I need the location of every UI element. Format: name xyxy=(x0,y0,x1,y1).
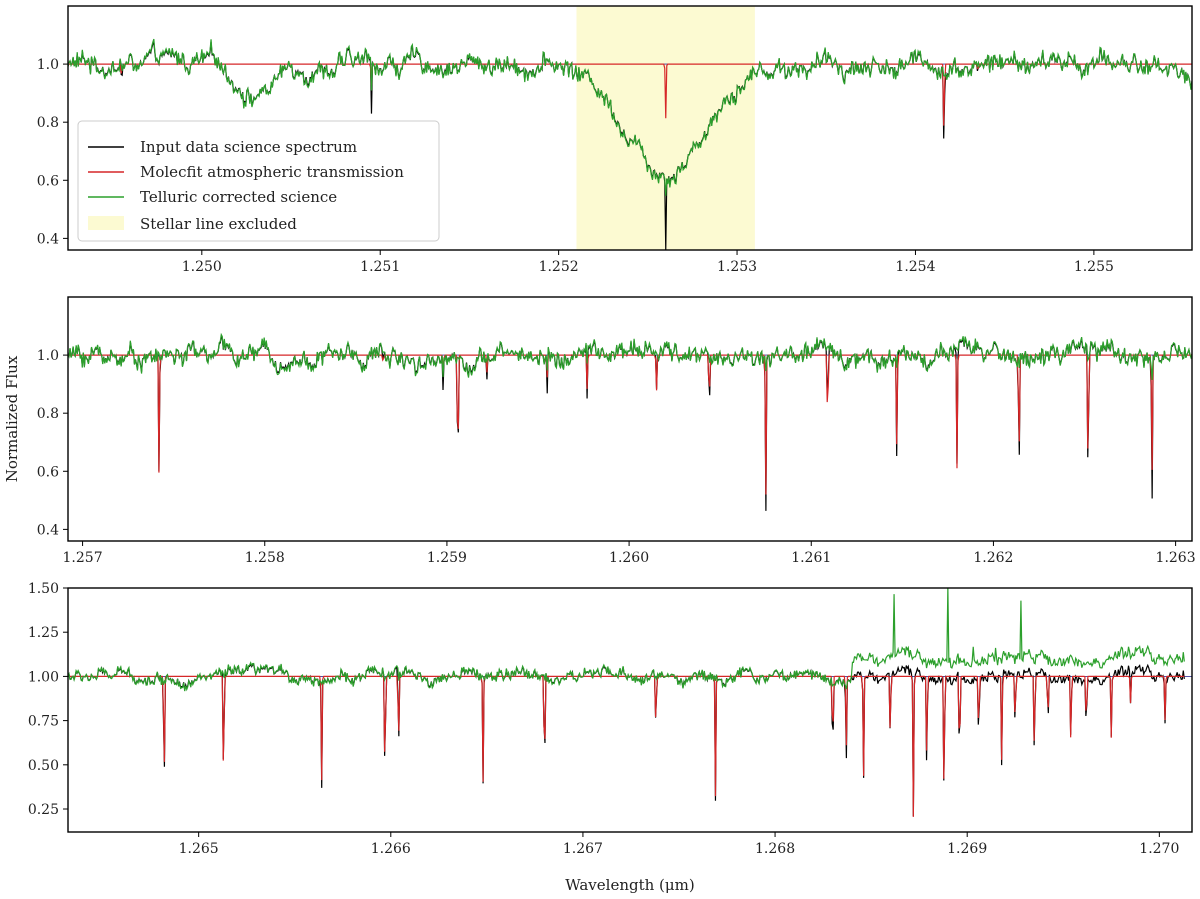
panel-1-ticks: 1.250 1.251 1.252 1.253 1.254 1.255 0.4 0.6 0.8 1… xyxy=(37,57,1114,275)
y-tick-label: 1.0 xyxy=(37,348,59,364)
y-tick-label: 0.6 xyxy=(37,173,59,189)
legend-swatch-excluded xyxy=(88,216,124,230)
y-tick-label: 0.25 xyxy=(28,802,59,818)
x-tick-label: 1.253 xyxy=(717,259,757,275)
x-tick-label: 1.257 xyxy=(63,550,103,566)
x-tick-label: 1.267 xyxy=(563,841,603,857)
panel-1: 1.250 1.251 1.252 1.253 1.254 1.255 0.4 0.6 0.8 1… xyxy=(37,5,1193,275)
corrected-spectrum-line xyxy=(68,38,1192,196)
x-tick-label: 1.250 xyxy=(182,259,222,275)
panel-2-frame xyxy=(67,296,1193,542)
x-tick-label: 1.258 xyxy=(245,550,285,566)
x-tick-label: 1.261 xyxy=(791,550,831,566)
transmission-model-line xyxy=(68,675,1185,817)
x-tick-label: 1.266 xyxy=(371,841,411,857)
corrected-spectrum-line xyxy=(68,332,1192,381)
x-tick-label: 1.268 xyxy=(755,841,795,857)
legend-label-model: Molecfit atmospheric transmission xyxy=(140,163,404,181)
y-tick-label: 1.25 xyxy=(28,625,59,641)
panel-3-frame xyxy=(67,587,1193,833)
y-tick-label: 0.8 xyxy=(37,115,59,131)
x-tick-label: 1.255 xyxy=(1074,259,1114,275)
legend-label-corrected: Telluric corrected science xyxy=(140,188,337,206)
y-tick-label: 1.00 xyxy=(28,669,59,685)
panel-3-ticks: 1.265 1.266 1.267 1.268 1.269 1.270 0.25 0.50 0.… xyxy=(28,581,1180,857)
y-tick-label: 0.4 xyxy=(37,231,59,247)
x-axis-title: Wavelength (μm) xyxy=(565,876,694,894)
legend-label-input: Input data science spectrum xyxy=(140,138,357,156)
y-tick-label: 0.50 xyxy=(28,758,59,774)
x-tick-label: 1.252 xyxy=(539,259,579,275)
x-tick-label: 1.259 xyxy=(427,550,467,566)
panel-2: 1.257 1.258 1.259 1.260 1.261 1.262 1.263 0.4 0.… xyxy=(37,296,1196,566)
x-tick-label: 1.254 xyxy=(895,259,935,275)
x-tick-label: 1.265 xyxy=(179,841,219,857)
y-tick-label: 1.50 xyxy=(28,581,59,597)
y-tick-label: 1.0 xyxy=(37,57,59,73)
corrected-spectrum-line xyxy=(68,588,1185,692)
y-tick-label: 0.4 xyxy=(37,522,59,538)
x-tick-label: 1.263 xyxy=(1156,550,1196,566)
x-tick-label: 1.260 xyxy=(609,550,649,566)
panel-1-frame xyxy=(67,5,1193,251)
legend: Input data science spectrum Molecfit atm… xyxy=(77,120,440,242)
panel-3: 1.265 1.266 1.267 1.268 1.269 1.270 0.25 0.50 0.… xyxy=(28,581,1193,857)
legend-box xyxy=(77,120,440,242)
y-tick-label: 0.75 xyxy=(28,714,59,730)
x-tick-label: 1.262 xyxy=(973,550,1013,566)
x-tick-label: 1.251 xyxy=(360,259,400,275)
y-axis-title: Normalized Flux xyxy=(3,355,21,482)
y-tick-label: 0.8 xyxy=(37,406,59,422)
x-tick-label: 1.269 xyxy=(947,841,987,857)
transmission-model-line xyxy=(68,354,1192,495)
legend-label-excluded: Stellar line excluded xyxy=(140,215,297,233)
x-tick-label: 1.270 xyxy=(1139,841,1179,857)
panel-2-ticks: 1.257 1.258 1.259 1.260 1.261 1.262 1.263 0.4 0.… xyxy=(37,348,1196,566)
y-tick-label: 0.6 xyxy=(37,464,59,480)
